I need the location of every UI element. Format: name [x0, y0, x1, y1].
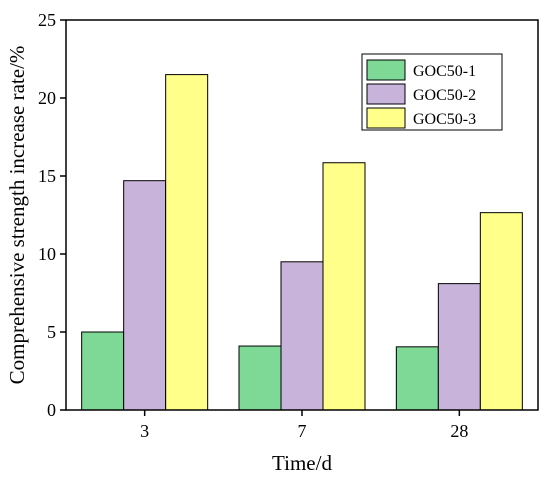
legend-label: GOC50-2	[413, 87, 476, 104]
bar-goc50-3-28	[479, 212, 523, 411]
bar-goc50-3-7	[322, 162, 366, 411]
y-tick-label: 10	[38, 244, 56, 264]
bar-goc50-1-3	[81, 331, 125, 411]
legend-swatch	[366, 59, 406, 81]
bar-goc50-2-3	[123, 180, 167, 411]
plot-area	[81, 74, 523, 411]
x-axis: 3 7 28	[140, 410, 468, 441]
x-tick-label: 28	[450, 421, 468, 441]
legend: GOC50-1 GOC50-2 GOC50-3	[361, 53, 503, 131]
y-tick-label: 5	[47, 322, 56, 342]
x-tick-label: 7	[298, 421, 307, 441]
y-axis: 0 5 10 15 20 25	[38, 10, 66, 420]
bar-goc50-3-3	[165, 74, 209, 411]
legend-label: GOC50-3	[413, 111, 476, 128]
legend-label: GOC50-1	[413, 63, 476, 80]
y-tick-label: 20	[38, 88, 56, 108]
bar-goc50-1-7	[238, 345, 282, 411]
bar-goc50-2-28	[437, 283, 481, 411]
y-tick-label: 25	[38, 10, 56, 30]
y-axis-label: Comprehensive strength increase rate/%	[5, 46, 29, 385]
y-tick-label: 15	[38, 166, 56, 186]
y-tick-label: 0	[47, 400, 56, 420]
bar-goc50-2-7	[280, 261, 324, 411]
bar-goc50-1-28	[395, 346, 439, 411]
x-tick-label: 3	[140, 421, 149, 441]
legend-swatch	[366, 107, 406, 129]
legend-swatch	[366, 83, 406, 105]
x-axis-label: Time/d	[272, 451, 332, 475]
